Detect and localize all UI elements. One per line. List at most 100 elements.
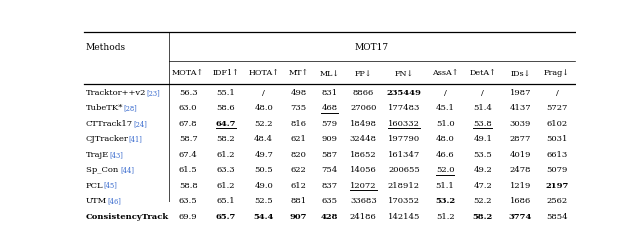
Text: 53.8: 53.8 <box>474 119 492 127</box>
Text: 5031: 5031 <box>547 135 568 143</box>
Text: PCL: PCL <box>86 181 104 189</box>
Text: 56.3: 56.3 <box>179 89 198 97</box>
Text: 49.0: 49.0 <box>254 181 273 189</box>
Text: 58.6: 58.6 <box>216 104 236 112</box>
Text: [43]: [43] <box>109 150 123 158</box>
Text: 907: 907 <box>290 212 307 220</box>
Text: 837: 837 <box>321 181 337 189</box>
Text: 18652: 18652 <box>350 150 376 158</box>
Text: /: / <box>262 89 265 97</box>
Text: 498: 498 <box>291 89 307 97</box>
Text: 200655: 200655 <box>388 165 420 173</box>
Text: 52.2: 52.2 <box>474 196 492 204</box>
Text: 48.4: 48.4 <box>254 135 273 143</box>
Text: 32448: 32448 <box>349 135 377 143</box>
Text: 881: 881 <box>291 196 307 204</box>
Text: 622: 622 <box>291 165 307 173</box>
Text: 754: 754 <box>321 165 338 173</box>
Text: 53.5: 53.5 <box>474 150 492 158</box>
Text: 820: 820 <box>291 150 307 158</box>
Text: 6613: 6613 <box>547 150 568 158</box>
Text: CJTracker: CJTracker <box>86 135 129 143</box>
Text: [45]: [45] <box>104 181 118 189</box>
Text: [24]: [24] <box>133 119 147 127</box>
Text: Tracktor++v2: Tracktor++v2 <box>86 89 147 97</box>
Text: FP↓: FP↓ <box>355 69 372 77</box>
Text: ML↓: ML↓ <box>319 69 340 77</box>
Text: 1219: 1219 <box>509 181 531 189</box>
Text: 160332: 160332 <box>388 119 420 127</box>
Text: 48.0: 48.0 <box>254 104 273 112</box>
Text: 587: 587 <box>321 150 337 158</box>
Text: AssA↑: AssA↑ <box>432 69 458 77</box>
Text: 63.3: 63.3 <box>216 165 236 173</box>
Text: 18498: 18498 <box>349 119 377 127</box>
Text: 6102: 6102 <box>547 119 568 127</box>
Text: 816: 816 <box>291 119 307 127</box>
Text: 46.6: 46.6 <box>436 150 454 158</box>
Text: 3774: 3774 <box>509 212 532 220</box>
Text: 52.5: 52.5 <box>254 196 273 204</box>
Text: Sp_Con: Sp_Con <box>86 165 121 173</box>
Text: ConsistencyTrack: ConsistencyTrack <box>86 212 169 220</box>
Text: 177483: 177483 <box>388 104 420 112</box>
Text: 909: 909 <box>321 135 337 143</box>
Text: 5079: 5079 <box>547 165 568 173</box>
Text: 54.4: 54.4 <box>253 212 274 220</box>
Text: 170352: 170352 <box>388 196 420 204</box>
Text: 2562: 2562 <box>547 196 568 204</box>
Text: 197790: 197790 <box>388 135 420 143</box>
Text: [23]: [23] <box>147 89 160 97</box>
Text: 52.2: 52.2 <box>255 119 273 127</box>
Text: 49.7: 49.7 <box>254 150 273 158</box>
Text: Methods: Methods <box>86 42 126 51</box>
Text: 61.2: 61.2 <box>217 150 235 158</box>
Text: 621: 621 <box>291 135 307 143</box>
Text: 53.2: 53.2 <box>435 196 455 204</box>
Text: 61.5: 61.5 <box>179 165 198 173</box>
Text: CTTrack17: CTTrack17 <box>86 119 133 127</box>
Text: 51.2: 51.2 <box>436 212 454 220</box>
Text: 1987: 1987 <box>509 89 531 97</box>
Text: 4019: 4019 <box>509 150 531 158</box>
Text: 12072: 12072 <box>350 181 376 189</box>
Text: 58.7: 58.7 <box>179 135 198 143</box>
Text: 49.2: 49.2 <box>474 165 492 173</box>
Text: 735: 735 <box>291 104 307 112</box>
Text: 51.4: 51.4 <box>474 104 492 112</box>
Text: 235449: 235449 <box>387 89 421 97</box>
Text: 51.0: 51.0 <box>436 119 454 127</box>
Text: IDs↓: IDs↓ <box>510 69 531 77</box>
Text: MOTA↑: MOTA↑ <box>172 69 204 77</box>
Text: 67.8: 67.8 <box>179 119 198 127</box>
Text: 8866: 8866 <box>353 89 374 97</box>
Text: 33683: 33683 <box>350 196 376 204</box>
Text: 45.1: 45.1 <box>436 104 454 112</box>
Text: 58.2: 58.2 <box>216 135 236 143</box>
Text: 5854: 5854 <box>546 212 568 220</box>
Text: 55.1: 55.1 <box>216 89 236 97</box>
Text: 2877: 2877 <box>509 135 531 143</box>
Text: 65.1: 65.1 <box>216 196 236 204</box>
Text: /: / <box>444 89 447 97</box>
Text: 2478: 2478 <box>509 165 531 173</box>
Text: 52.0: 52.0 <box>436 165 454 173</box>
Text: TrajE: TrajE <box>86 150 109 158</box>
Text: [41]: [41] <box>129 135 143 143</box>
Text: HOTA↑: HOTA↑ <box>248 69 279 77</box>
Text: 65.7: 65.7 <box>216 212 236 220</box>
Text: 58.2: 58.2 <box>473 212 493 220</box>
Text: /: / <box>556 89 559 97</box>
Text: [46]: [46] <box>108 196 121 204</box>
Text: 63.5: 63.5 <box>179 196 198 204</box>
Text: 2197: 2197 <box>545 181 569 189</box>
Text: 428: 428 <box>321 212 338 220</box>
Text: UTM: UTM <box>86 196 108 204</box>
Text: 14056: 14056 <box>350 165 376 173</box>
Text: 47.2: 47.2 <box>474 181 492 189</box>
Text: 161347: 161347 <box>388 150 420 158</box>
Text: IDF1↑: IDF1↑ <box>212 69 239 77</box>
Text: MT↑: MT↑ <box>289 69 308 77</box>
Text: 4137: 4137 <box>509 104 531 112</box>
Text: /: / <box>481 89 484 97</box>
